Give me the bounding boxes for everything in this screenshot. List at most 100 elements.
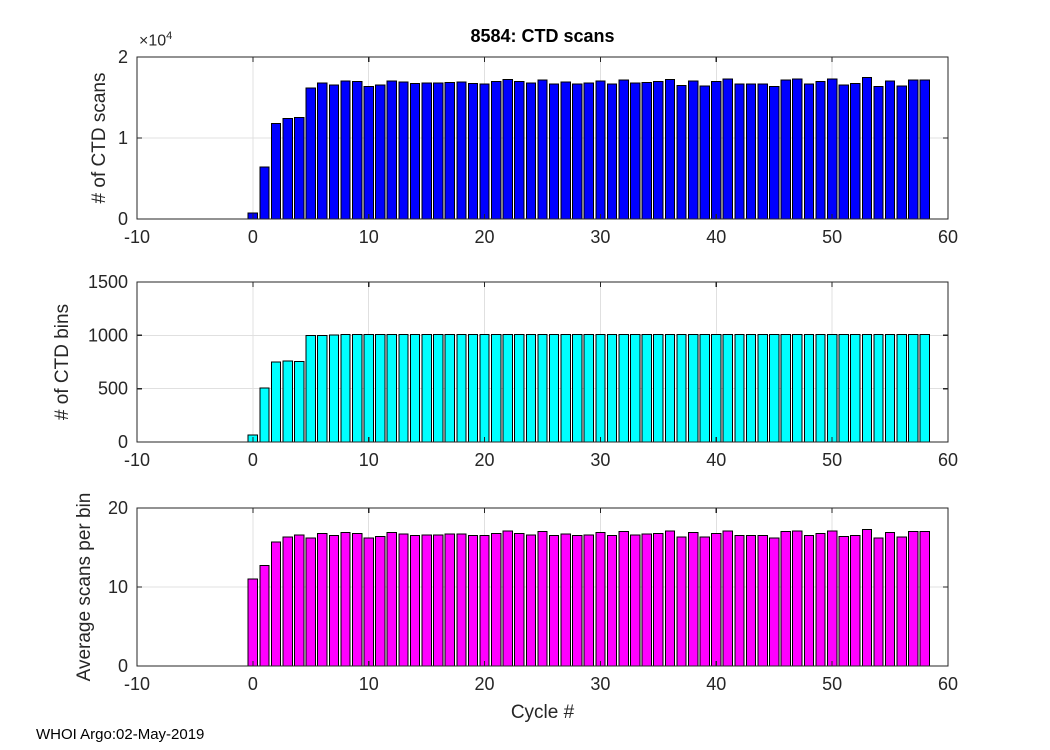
bar xyxy=(896,333,907,443)
bar xyxy=(618,79,629,220)
bar xyxy=(919,531,930,667)
x-tick-label: 40 xyxy=(706,227,726,247)
bar xyxy=(467,535,479,667)
bar xyxy=(780,333,791,443)
bar xyxy=(803,333,815,443)
bar xyxy=(421,82,432,220)
bar xyxy=(340,333,351,443)
bar xyxy=(873,333,884,443)
bar xyxy=(491,532,502,667)
bar xyxy=(676,333,687,443)
x-tick-label: 60 xyxy=(938,450,958,470)
bar xyxy=(699,85,710,220)
bar xyxy=(803,535,815,667)
bar xyxy=(294,534,305,667)
bar xyxy=(340,531,351,667)
bar xyxy=(479,333,490,443)
bar xyxy=(444,82,455,220)
bar xyxy=(317,82,328,220)
bar xyxy=(792,333,803,443)
bar xyxy=(560,81,571,220)
bar xyxy=(664,333,676,443)
bar xyxy=(479,535,490,667)
bar xyxy=(548,83,560,220)
bar xyxy=(861,76,873,220)
bar xyxy=(699,333,710,443)
bar xyxy=(328,535,340,667)
bar xyxy=(363,537,374,667)
bar xyxy=(630,534,641,667)
bar xyxy=(653,333,664,443)
x-tick-label: 10 xyxy=(359,450,379,470)
bar xyxy=(664,530,676,667)
bar xyxy=(630,82,641,220)
bar xyxy=(317,334,328,443)
bar xyxy=(351,81,363,220)
bar xyxy=(572,83,583,220)
bar xyxy=(884,80,896,220)
bar xyxy=(398,533,409,667)
bar xyxy=(769,537,780,667)
bar xyxy=(583,82,594,220)
axes-box xyxy=(136,281,949,443)
y-tick-label: 2 xyxy=(118,47,128,67)
bar xyxy=(351,333,363,443)
bar xyxy=(653,80,664,220)
bar xyxy=(421,333,432,443)
bar xyxy=(409,535,421,667)
bar xyxy=(838,535,849,667)
bar xyxy=(294,116,305,220)
bar xyxy=(630,333,641,443)
bar xyxy=(676,536,687,667)
bar xyxy=(757,333,768,443)
bar xyxy=(537,333,548,443)
bar xyxy=(664,78,676,220)
bar xyxy=(328,84,340,220)
bar xyxy=(618,333,629,443)
bar xyxy=(294,360,305,443)
bar xyxy=(884,333,896,443)
bar xyxy=(351,532,363,667)
x-tick-label: 50 xyxy=(822,674,842,694)
bar xyxy=(467,333,479,443)
bar xyxy=(919,79,930,220)
bar xyxy=(409,83,421,220)
bar xyxy=(687,80,699,220)
bar xyxy=(560,333,571,443)
x-tick-label: 30 xyxy=(590,674,610,694)
bar xyxy=(560,533,571,667)
bar xyxy=(270,541,282,667)
bar xyxy=(618,531,629,667)
bar xyxy=(908,79,919,220)
bar xyxy=(583,333,594,443)
bar xyxy=(444,333,455,443)
bar xyxy=(282,118,293,220)
bar xyxy=(595,333,606,443)
x-tick-label: -10 xyxy=(124,450,150,470)
x-tick-label: 60 xyxy=(938,227,958,247)
bar xyxy=(548,535,560,667)
bar xyxy=(514,80,525,220)
bar xyxy=(722,333,734,443)
bar xyxy=(572,535,583,667)
bar xyxy=(641,333,652,443)
bar xyxy=(421,534,432,667)
bar xyxy=(386,333,398,443)
bar xyxy=(908,531,919,667)
ylabel-ctd-bins: # of CTD bins xyxy=(52,303,73,421)
bar xyxy=(780,531,791,667)
x-tick-label: 50 xyxy=(822,450,842,470)
bar xyxy=(433,333,444,443)
bar xyxy=(583,534,594,667)
bar xyxy=(850,83,861,220)
bar xyxy=(896,85,907,220)
bar xyxy=(363,86,374,220)
bar xyxy=(433,534,444,667)
y-tick-label: 20 xyxy=(108,498,128,518)
bar xyxy=(919,333,930,443)
bar xyxy=(687,531,699,667)
bar xyxy=(687,333,699,443)
bar xyxy=(514,333,525,443)
footer-annotation: WHOI Argo:02-May-2019 xyxy=(36,726,205,743)
